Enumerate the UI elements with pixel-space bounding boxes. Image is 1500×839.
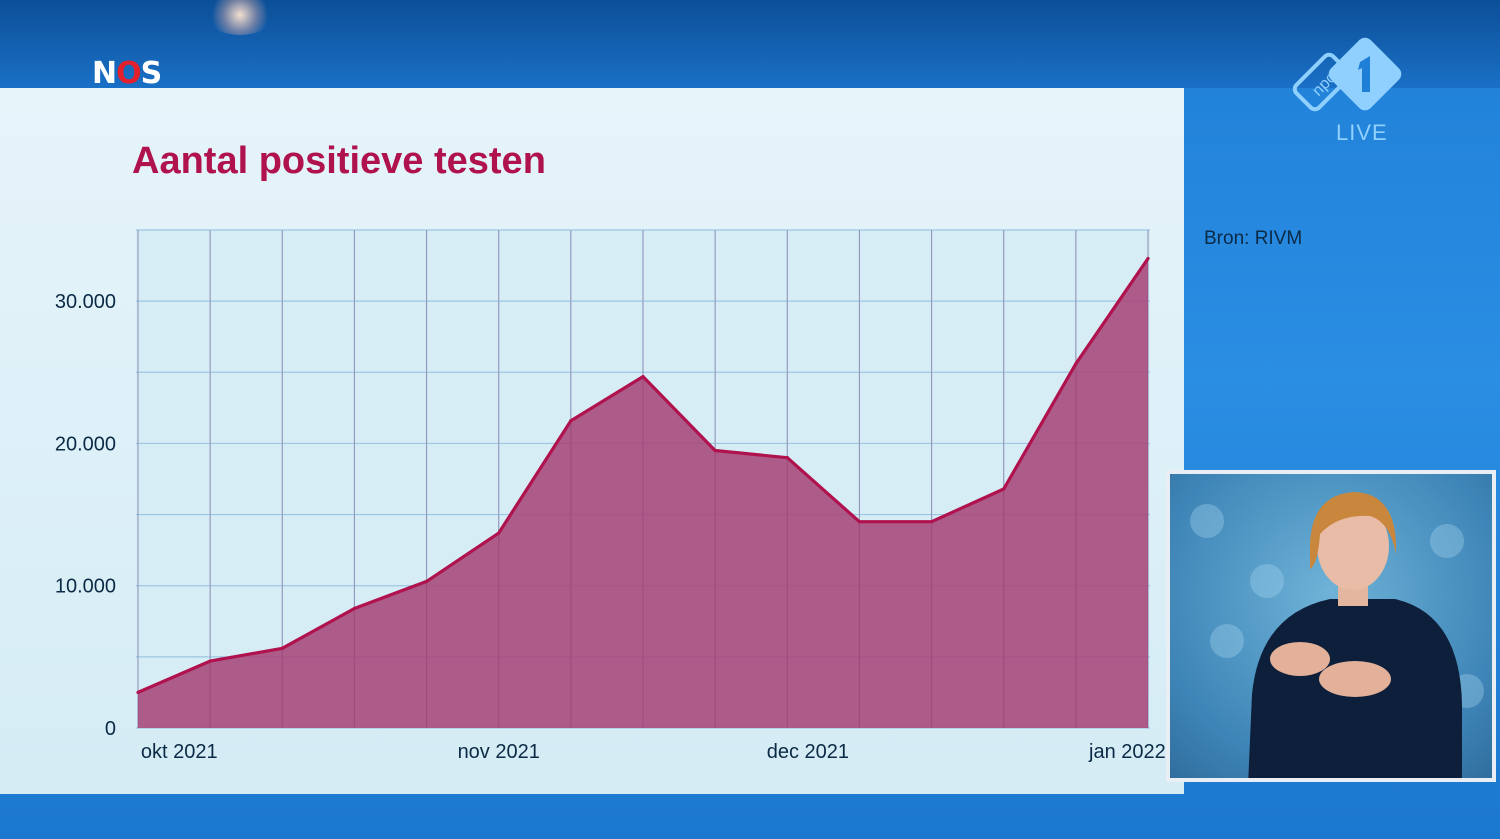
x-tick-label: nov 2021 (458, 741, 540, 763)
x-tick-label: jan 2022 (1088, 741, 1166, 763)
live-label: LIVE (1336, 120, 1388, 145)
sign-language-interpreter-inset (1166, 470, 1496, 782)
y-tick-label: 20.000 (55, 433, 116, 455)
data-point (1074, 362, 1078, 366)
data-point (136, 690, 140, 695)
series-area (138, 258, 1148, 728)
data-point (785, 456, 789, 460)
y-tick-label: 0 (105, 718, 116, 740)
data-point (280, 646, 284, 650)
data-point (352, 606, 357, 611)
data-point (1146, 256, 1150, 261)
chart-title: Aantal positieve testen (132, 140, 546, 182)
data-point (641, 374, 645, 379)
y-tick-label: 10.000 (55, 576, 116, 598)
source-label: Bron: RIVM (1204, 228, 1303, 249)
data-point (857, 520, 862, 524)
x-tick-label: dec 2021 (767, 741, 849, 763)
data-point (497, 531, 501, 535)
data-point (929, 520, 934, 524)
npo1-logo-icon: npo 1 (1292, 37, 1402, 112)
sign-language-interpreter-icon (1248, 492, 1462, 778)
nos-logo: NOS (92, 56, 162, 91)
data-point (569, 419, 573, 423)
data-point (1002, 487, 1006, 491)
x-tick-label: okt 2021 (141, 741, 218, 763)
studio-light (205, 0, 275, 35)
data-point (208, 659, 212, 663)
y-tick-label: 30.000 (55, 291, 116, 313)
data-point (713, 448, 717, 453)
data-point (424, 579, 429, 584)
